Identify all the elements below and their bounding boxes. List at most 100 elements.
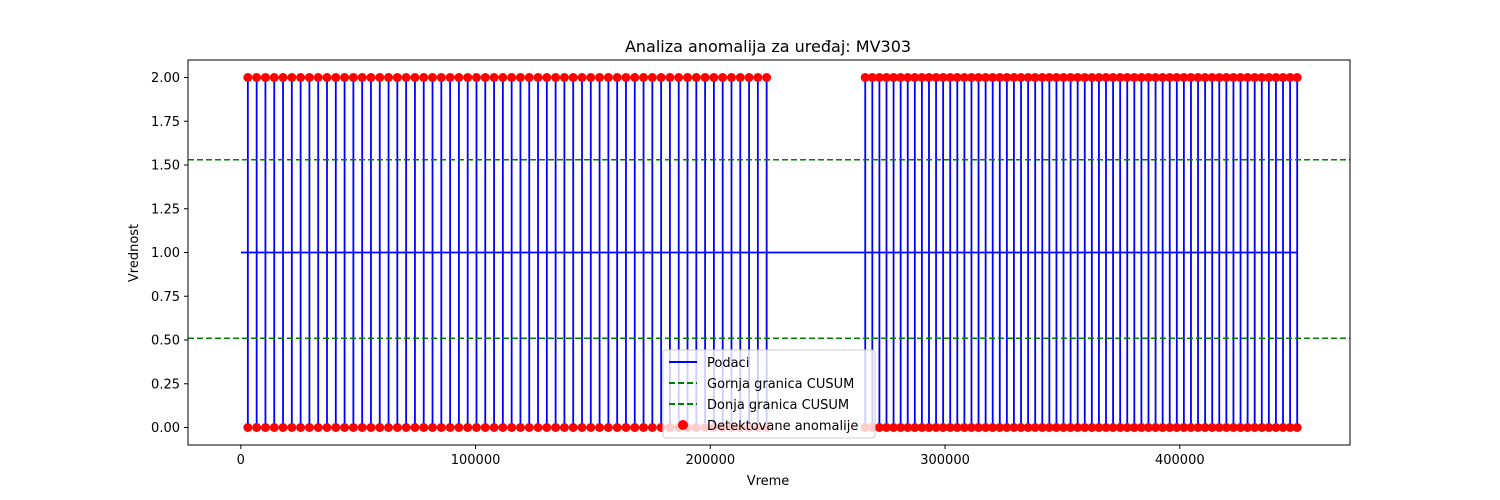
anomaly-marker xyxy=(559,73,569,82)
anomaly-marker xyxy=(243,73,253,82)
anomaly-marker xyxy=(410,73,420,82)
anomaly-marker xyxy=(881,423,891,432)
anomaly-marker xyxy=(480,423,490,432)
anomaly-marker xyxy=(966,423,976,432)
anomaly-marker xyxy=(331,73,341,82)
legend-label-gornja-granica: Gornja granica CUSUM xyxy=(707,377,854,392)
anomaly-marker xyxy=(348,73,358,82)
anomaly-marker xyxy=(959,73,969,82)
anomaly-marker xyxy=(357,73,367,82)
anomaly-marker xyxy=(1101,423,1111,432)
anomaly-marker xyxy=(630,423,640,432)
anomaly-marker xyxy=(1236,423,1246,432)
anomaly-marker xyxy=(1271,423,1281,432)
anomaly-marker xyxy=(959,423,969,432)
anomaly-marker xyxy=(533,73,543,82)
anomaly-marker xyxy=(1037,73,1047,82)
legend-box xyxy=(662,349,876,439)
anomaly-marker xyxy=(445,423,455,432)
anomaly-marker xyxy=(392,73,402,82)
anomaly-marker xyxy=(375,73,385,82)
anomaly-marker xyxy=(454,73,464,82)
anomaly-marker xyxy=(1186,73,1196,82)
anomaly-marker xyxy=(691,73,701,82)
anomaly-marker xyxy=(1080,73,1090,82)
anomaly-marker xyxy=(1158,73,1168,82)
anomaly-marker xyxy=(366,423,376,432)
anomaly-marker xyxy=(860,73,870,82)
anomaly-marker xyxy=(1087,423,1097,432)
anomaly-marker xyxy=(700,73,710,82)
anomaly-marker xyxy=(542,423,552,432)
anomaly-marker xyxy=(674,73,684,82)
anomaly-marker xyxy=(524,73,534,82)
anomaly-marker xyxy=(331,423,341,432)
anomaly-marker xyxy=(366,73,376,82)
anomaly-marker xyxy=(559,423,569,432)
anomaly-marker xyxy=(533,423,543,432)
anomaly-marker xyxy=(1200,73,1210,82)
anomaly-marker xyxy=(709,73,719,82)
anomaly-marker xyxy=(1101,73,1111,82)
anomaly-marker xyxy=(471,73,481,82)
anomaly-marker xyxy=(1023,73,1033,82)
anomaly-marker xyxy=(1264,73,1274,82)
anomaly-marker xyxy=(621,73,631,82)
anomaly-marker xyxy=(524,423,534,432)
anomaly-marker xyxy=(881,73,891,82)
anomaly-marker xyxy=(340,423,350,432)
anomaly-marker xyxy=(1066,423,1076,432)
anomaly-marker xyxy=(1009,73,1019,82)
anomaly-marker xyxy=(489,73,499,82)
anomaly-marker xyxy=(1030,423,1040,432)
y-axis-label: Vrednost xyxy=(127,224,142,282)
anomaly-marker xyxy=(603,73,613,82)
anomaly-marker xyxy=(1214,73,1224,82)
y-tick-label: 1.75 xyxy=(151,115,180,130)
anomaly-marker xyxy=(1122,423,1132,432)
legend-marker-anomalije xyxy=(678,420,688,430)
anomaly-marker xyxy=(1151,73,1161,82)
anomaly-marker xyxy=(1073,73,1083,82)
anomaly-marker xyxy=(718,73,728,82)
anomaly-marker xyxy=(401,73,411,82)
anomaly-marker xyxy=(463,73,473,82)
anomaly-marker xyxy=(269,423,279,432)
anomaly-marker xyxy=(1200,423,1210,432)
x-tick-label: 100000 xyxy=(451,453,501,468)
chart-title: Analiza anomalija za uređaj: MV303 xyxy=(625,37,911,56)
anomaly-marker xyxy=(647,73,657,82)
anomaly-marker xyxy=(551,423,561,432)
anomaly-marker xyxy=(1051,73,1061,82)
x-tick-label: 400000 xyxy=(1155,453,1205,468)
anomaly-marker xyxy=(471,423,481,432)
anomaly-marker xyxy=(1051,423,1061,432)
anomaly-marker xyxy=(384,423,394,432)
anomaly-marker xyxy=(1186,423,1196,432)
anomaly-marker xyxy=(1236,73,1246,82)
x-tick-label: 200000 xyxy=(685,453,735,468)
y-tick-label: 0.50 xyxy=(151,334,180,349)
anomaly-marker xyxy=(515,73,525,82)
x-tick-label: 0 xyxy=(237,453,245,468)
anomaly-marker xyxy=(260,423,270,432)
anomaly-marker xyxy=(445,73,455,82)
anomaly-marker xyxy=(384,73,394,82)
anomaly-marker xyxy=(903,73,913,82)
anomaly-marker xyxy=(392,423,402,432)
anomaly-marker xyxy=(1250,73,1260,82)
anomaly-marker xyxy=(1193,423,1203,432)
anomaly-marker xyxy=(1115,73,1125,82)
anomaly-marker xyxy=(498,73,508,82)
anomaly-marker xyxy=(436,423,446,432)
anomaly-marker xyxy=(375,423,385,432)
anomaly-marker xyxy=(603,423,613,432)
anomaly-marker xyxy=(981,423,991,432)
legend-label-podaci: Podaci xyxy=(707,356,749,371)
anomaly-marker xyxy=(639,423,649,432)
anomaly-marker xyxy=(867,73,877,82)
anomaly-marker xyxy=(762,73,772,82)
anomaly-marker xyxy=(1257,73,1267,82)
anomaly-marker xyxy=(1143,423,1153,432)
anomaly-marker xyxy=(428,423,438,432)
